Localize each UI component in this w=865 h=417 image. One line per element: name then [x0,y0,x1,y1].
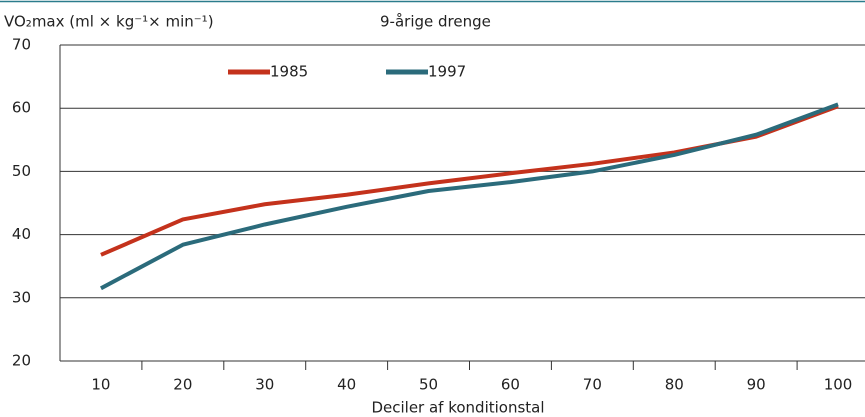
y-axis-label: VO₂max (ml × kg⁻¹× min⁻¹) [4,13,214,31]
x-tick-label: 70 [583,376,602,394]
x-tick-label: 60 [501,376,520,394]
series-line [100,102,839,291]
y-tick-label: 20 [12,352,31,370]
x-tick-label: 50 [419,376,438,394]
chart-title: 9-årige drenge [380,13,491,31]
x-tick-label: 10 [91,376,110,394]
x-tick-label: 90 [747,376,766,394]
x-tick-label: 80 [665,376,684,394]
x-axis-label: Deciler af konditionstal [371,399,544,417]
y-tick-label: 40 [12,225,31,243]
series-line [100,104,839,257]
legend-label: 1997 [428,63,466,81]
x-tick-label: 100 [824,376,853,394]
y-tick-label: 60 [12,99,31,117]
x-tick-label: 40 [337,376,356,394]
y-tick-label: 50 [12,162,31,180]
y-tick-label: 30 [12,288,31,306]
y-tick-label: 70 [12,36,31,54]
legend-label: 1985 [270,63,308,81]
x-tick-label: 20 [173,376,192,394]
x-tick-label: 30 [255,376,274,394]
